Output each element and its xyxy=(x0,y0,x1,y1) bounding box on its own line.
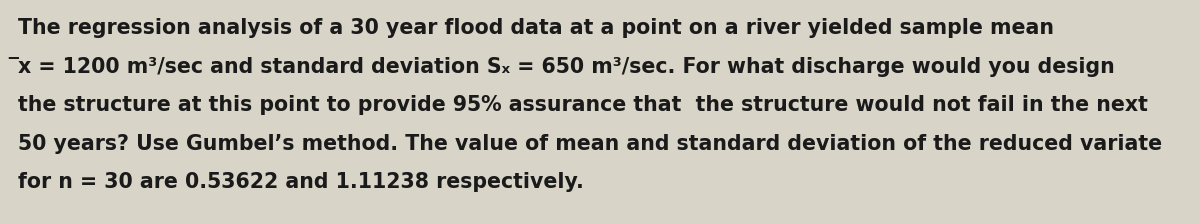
Text: ̅x = 1200 m³/sec and standard deviation Sₓ = 650 m³/sec. For what discharge woul: ̅x = 1200 m³/sec and standard deviation … xyxy=(18,56,1115,77)
Text: for n = 30 are 0.53622 and 1.11238 respectively.: for n = 30 are 0.53622 and 1.11238 respe… xyxy=(18,172,584,192)
Text: 50 years? Use Gumbel’s method. The value of mean and standard deviation of the r: 50 years? Use Gumbel’s method. The value… xyxy=(18,134,1162,153)
Text: The regression analysis of a 30 year flood data at a point on a river yielded sa: The regression analysis of a 30 year flo… xyxy=(18,18,1054,38)
Text: the structure at this point to provide 95% assurance that  the structure would n: the structure at this point to provide 9… xyxy=(18,95,1148,115)
